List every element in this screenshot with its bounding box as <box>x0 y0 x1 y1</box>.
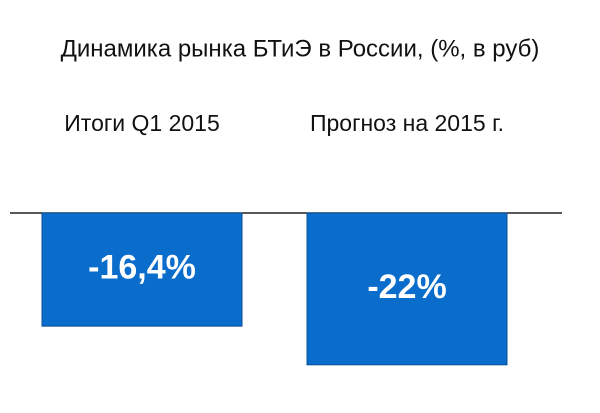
category-label: Итоги Q1 2015 <box>64 110 219 136</box>
category-label: Прогноз на 2015 г. <box>310 110 504 136</box>
chart-title: Динамика рынка БТиЭ в России, (%, в руб) <box>61 35 540 62</box>
bar <box>41 212 243 327</box>
value-label: -16,4% <box>88 249 196 287</box>
bar <box>306 212 508 366</box>
value-label: -22% <box>367 268 446 306</box>
